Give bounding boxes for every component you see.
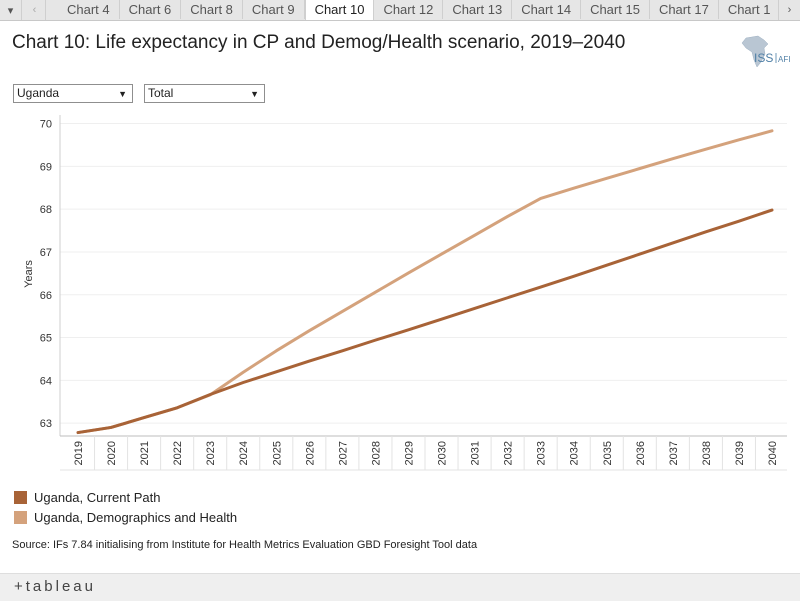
y-axis: 63 64 65 66 67 68 69 70	[40, 115, 61, 436]
y-tick-label: 68	[40, 204, 52, 216]
footer-bar: +tableau	[0, 573, 800, 601]
tab-chart-4[interactable]: Chart 4	[58, 0, 120, 19]
x-tick-label: 2021	[139, 441, 151, 465]
y-tick-label: 70	[40, 119, 52, 131]
tab-chart-15[interactable]: Chart 15	[581, 0, 650, 19]
legend-label: Uganda, Current Path	[34, 489, 161, 505]
x-tick-label: 2027	[337, 441, 349, 465]
y-tick-label: 69	[40, 161, 52, 173]
x-tick-label: 2022	[172, 441, 184, 465]
y-axis-label: Years	[23, 260, 35, 288]
chart-series	[76, 129, 774, 435]
iss-afi-logo: ISS AFI	[741, 35, 790, 68]
x-tick-label: 2025	[271, 441, 283, 465]
series-line-demographics-health[interactable]	[76, 129, 774, 435]
tab-prev-icon[interactable]: ‹	[24, 0, 46, 20]
tab-chart-1[interactable]: Chart 1	[719, 0, 778, 19]
legend-swatch	[14, 490, 27, 504]
x-tick-label: 2034	[569, 441, 581, 465]
y-tick-label: 63	[40, 418, 52, 430]
series-line-current-path[interactable]	[76, 208, 774, 435]
y-tick-label: 65	[40, 333, 52, 345]
tab-chart-6[interactable]: Chart 6	[120, 0, 182, 19]
source-note: Source: IFs 7.84 initialising from Insti…	[12, 539, 478, 551]
legend-label: Uganda, Demographics and Health	[34, 509, 238, 525]
x-tick-label: 2038	[701, 441, 713, 465]
x-tick-label: 2030	[437, 441, 449, 465]
x-tick-label: 2036	[635, 441, 647, 465]
x-tick-label: 2020	[106, 441, 118, 465]
tab-chart-8[interactable]: Chart 8	[181, 0, 243, 19]
y-tick-label: 66	[40, 290, 52, 302]
x-axis: 2019 2020 2021 2022 2023 2024 2025 2026 2027 2028…	[60, 435, 787, 471]
x-tick-label: 2037	[668, 441, 680, 465]
tab-chart-17[interactable]: Chart 17	[650, 0, 719, 19]
y-tick-label: 64	[40, 375, 52, 387]
chart-gridlines	[60, 123, 787, 424]
tab-chart-10[interactable]: Chart 10	[304, 0, 375, 20]
chart-legend: Uganda, Current Path Uganda, Demographics…	[14, 487, 237, 527]
x-tick-label: 2028	[370, 441, 382, 465]
country-filter-value: Uganda	[17, 86, 60, 100]
measure-chevron-down-icon: ▼	[250, 89, 259, 99]
tab-chart-9[interactable]: Chart 9	[243, 0, 305, 19]
tab-list: Chart 4 Chart 6 Chart 8 Chart 9 Chart 10 Char…	[58, 0, 778, 20]
legend-swatch	[14, 510, 27, 524]
x-tick-label: 2024	[238, 441, 250, 465]
line-chart: 63 64 65 66 67 68 69 70 2019 2020 2021 2022 2023 202…	[23, 115, 787, 471]
tableau-logo[interactable]: +tableau	[14, 578, 96, 595]
x-tick-label: 2033	[536, 441, 548, 465]
tab-next-icon[interactable]: ›	[778, 0, 800, 20]
x-tick-label: 2019	[73, 441, 85, 465]
page-title: Chart 10: Life expectancy in CP and Demo…	[12, 32, 626, 53]
y-tick-label: 67	[40, 247, 52, 259]
x-tick-label: 2029	[403, 441, 415, 465]
tab-chart-13[interactable]: Chart 13	[443, 0, 513, 19]
logo-text-sub: AFI	[778, 55, 790, 64]
x-tick-label: 2031	[470, 441, 482, 465]
x-tick-label: 2023	[205, 441, 217, 465]
legend-item[interactable]: Uganda, Current Path	[14, 487, 237, 507]
x-tick-label: 2040	[767, 441, 779, 465]
logo-text-main: ISS	[754, 51, 773, 65]
measure-filter-dropdown[interactable]: Total ▼	[144, 84, 265, 103]
country-filter-dropdown[interactable]: Uganda ▼	[13, 84, 133, 103]
tab-bar: ▾ ‹ Chart 4 Chart 6 Chart 8 Chart 9 Chart 10…	[0, 0, 800, 21]
x-tick-label: 2039	[734, 441, 746, 465]
x-tick-label: 2026	[304, 441, 316, 465]
country-chevron-down-icon: ▼	[118, 89, 127, 99]
legend-item[interactable]: Uganda, Demographics and Health	[14, 507, 237, 527]
tab-chart-14[interactable]: Chart 14	[512, 0, 582, 19]
x-tick-label: 2035	[602, 441, 614, 465]
tab-chart-12[interactable]: Chart 12	[374, 0, 444, 19]
tab-menu-icon[interactable]: ▾	[0, 0, 22, 20]
measure-filter-value: Total	[148, 86, 174, 100]
x-tick-label: 2032	[503, 441, 515, 465]
